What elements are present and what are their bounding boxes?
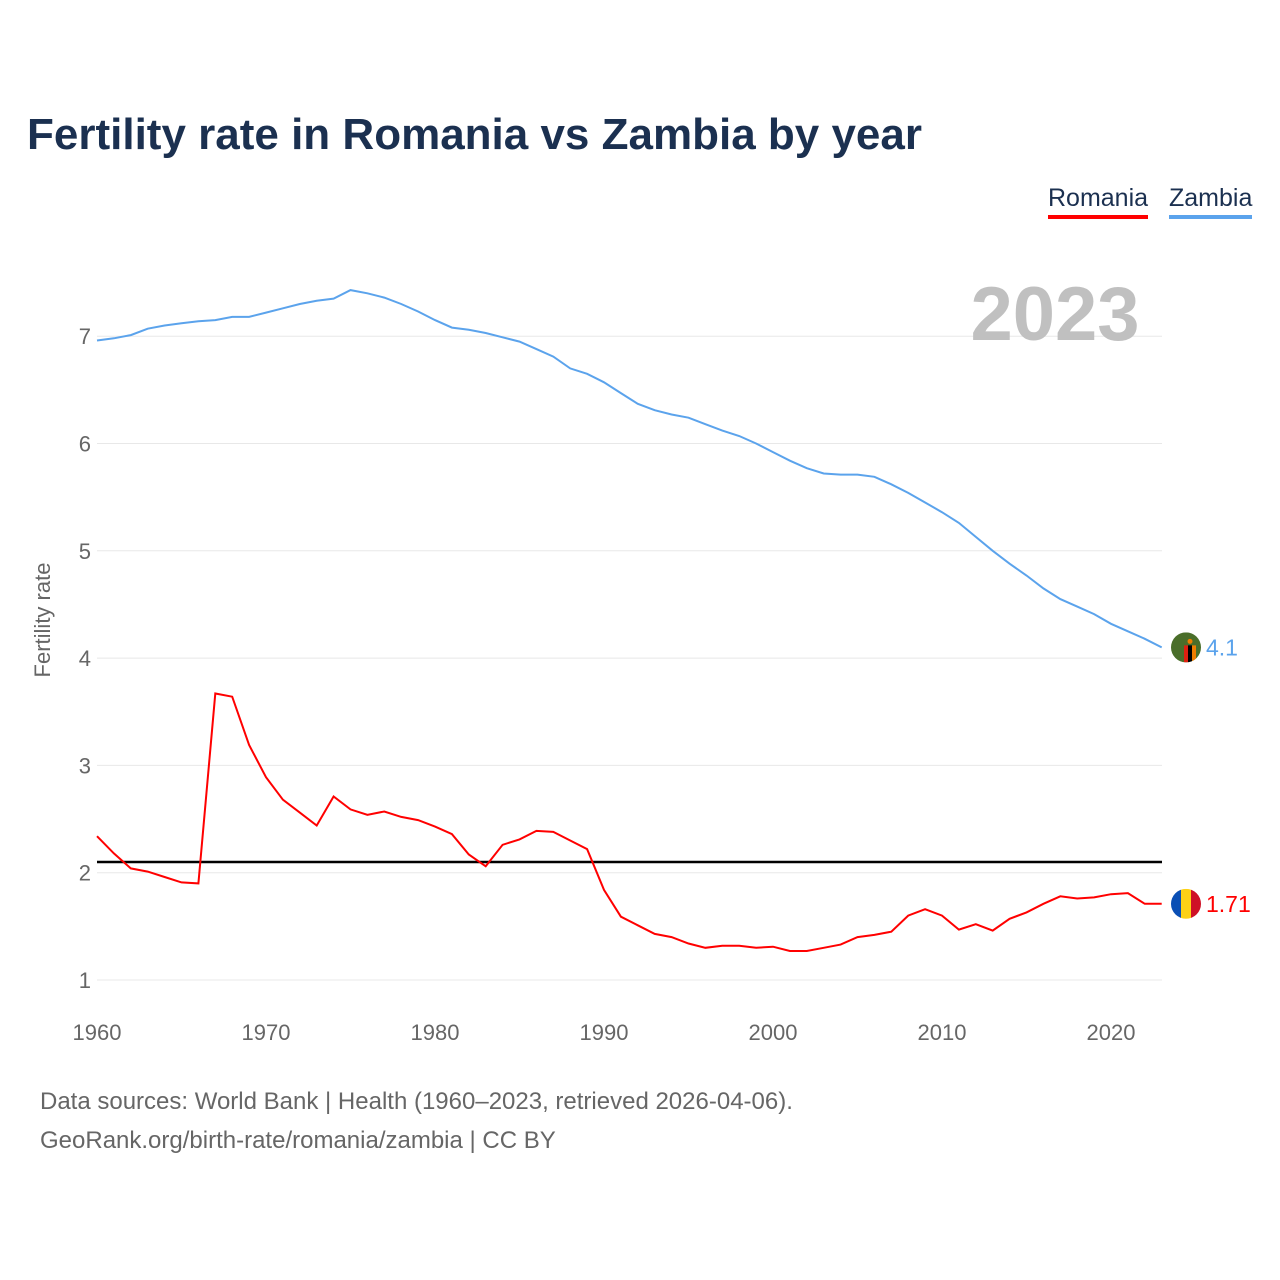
x-tick-label: 2010 — [918, 1020, 967, 1045]
flag-stripe — [1191, 888, 1201, 919]
x-tick-label: 1990 — [580, 1020, 629, 1045]
end-value-label: 4.1 — [1206, 634, 1238, 660]
y-axis-label: Fertility rate — [30, 563, 55, 678]
y-tick-label: 1 — [79, 968, 91, 993]
series-line-romania — [96, 692, 1162, 952]
x-tick-label: 1970 — [242, 1020, 291, 1045]
x-tick-label: 2020 — [1087, 1020, 1136, 1045]
y-tick-label: 3 — [79, 753, 91, 778]
flag-stripe — [1188, 645, 1192, 663]
flag-stripe — [1192, 645, 1196, 663]
source-link[interactable]: GeoRank.org/birth-rate/romania/zambia | … — [40, 1127, 556, 1154]
flag-stripe — [1171, 888, 1181, 919]
flag-stripe — [1184, 645, 1188, 663]
legend-zambia[interactable]: Zambia — [1169, 184, 1253, 219]
x-tick-label: 2000 — [749, 1020, 798, 1045]
flag-eagle — [1187, 638, 1193, 644]
legend-romania[interactable]: Romania — [1048, 184, 1149, 219]
flag-romania-icon — [1171, 888, 1201, 919]
end-value-label: 1.71 — [1206, 891, 1251, 917]
year-watermark: 2023 — [970, 272, 1139, 357]
x-tick-label: 1980 — [411, 1020, 460, 1045]
source-text: Data sources: World Bank | Health (1960–… — [40, 1088, 793, 1115]
y-tick-label: 4 — [79, 646, 91, 671]
flag-zambia-icon — [1171, 632, 1201, 663]
y-tick-label: 7 — [79, 324, 91, 349]
chart-title: Fertility rate in Romania vs Zambia by y… — [27, 110, 922, 159]
y-tick-label: 5 — [79, 539, 91, 564]
flag-stripe — [1181, 888, 1191, 919]
y-tick-label: 2 — [79, 861, 91, 886]
x-tick-label: 1960 — [73, 1020, 122, 1045]
series-line-zambia — [96, 289, 1163, 649]
y-tick-label: 6 — [79, 432, 91, 457]
